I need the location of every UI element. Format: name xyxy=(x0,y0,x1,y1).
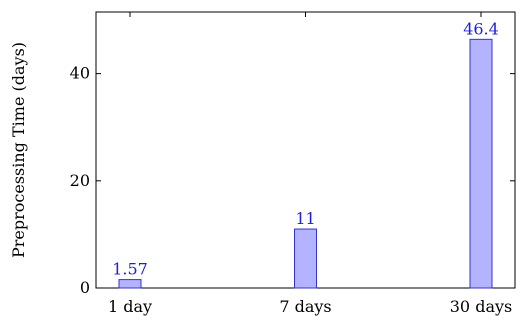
y-tick-label: 20 xyxy=(70,171,90,190)
y-tick-label: 40 xyxy=(70,64,90,83)
bars xyxy=(118,38,493,289)
bar-value-label: 46.4 xyxy=(463,19,499,38)
x-tick-labels: 1 day 7 days 30 days xyxy=(108,297,512,316)
x-tick-label: 1 day xyxy=(108,297,152,316)
bar xyxy=(469,38,493,289)
data-labels: 1.57 11 46.4 xyxy=(112,19,499,278)
bar xyxy=(118,279,142,289)
y-axis-label: Preprocessing Time (days) xyxy=(9,42,28,258)
bar-value-label: 11 xyxy=(295,209,315,228)
x-tick-label: 7 days xyxy=(279,297,331,316)
y-tick-labels: 0 20 40 xyxy=(70,64,90,297)
bar xyxy=(294,228,317,289)
x-tick-label: 30 days xyxy=(450,297,512,316)
bar-value-label: 1.57 xyxy=(112,260,148,279)
y-tick-label: 0 xyxy=(80,278,90,297)
